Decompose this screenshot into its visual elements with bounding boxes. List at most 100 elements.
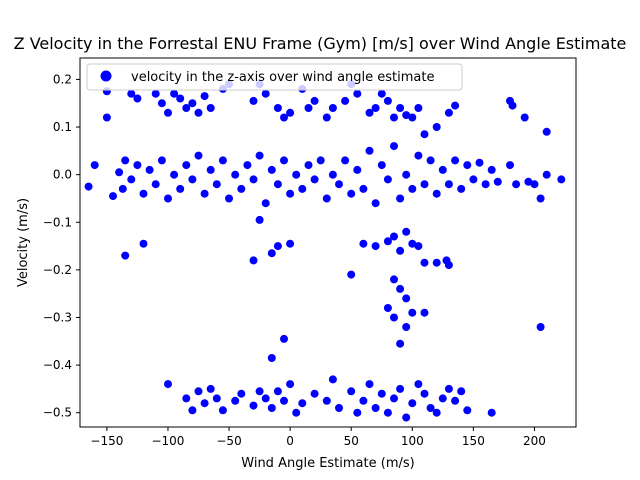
data-point	[261, 199, 270, 208]
data-point	[335, 180, 343, 189]
data-point	[377, 161, 386, 170]
data-point	[170, 170, 179, 179]
data-point	[280, 396, 288, 405]
data-point	[84, 182, 93, 191]
data-point	[109, 192, 117, 201]
data-point	[469, 175, 478, 184]
data-point	[508, 101, 517, 110]
x-tick-label: 100	[401, 434, 424, 448]
data-point	[231, 396, 240, 405]
data-point	[157, 156, 166, 165]
data-point	[286, 108, 295, 117]
data-point	[273, 242, 282, 251]
data-point	[310, 96, 319, 105]
data-point	[212, 180, 221, 189]
x-axis: −150 −100 −50 0 50 100 150 200	[90, 427, 546, 448]
y-tick-label: −0.4	[43, 358, 72, 372]
data-point	[121, 251, 130, 260]
data-point	[359, 396, 368, 405]
data-point	[118, 184, 127, 193]
y-tick-label: −0.5	[43, 406, 72, 420]
data-point	[377, 389, 386, 398]
data-point	[420, 389, 429, 398]
data-point	[194, 387, 203, 396]
data-point	[365, 146, 374, 155]
y-tick-label: −0.3	[43, 310, 72, 324]
data-point	[487, 408, 496, 417]
data-point	[390, 313, 398, 322]
y-axis: −0.5 −0.4 −0.3 −0.2 −0.1 0.0 0.1 0.2	[43, 72, 80, 420]
data-point	[170, 89, 179, 98]
data-point	[341, 96, 350, 105]
y-axis-label: Velocity (m/s)	[16, 198, 31, 287]
data-point	[225, 194, 233, 203]
data-point	[249, 175, 258, 184]
data-point	[255, 151, 264, 160]
x-tick-label: −150	[90, 434, 123, 448]
data-point	[194, 108, 203, 117]
data-point	[390, 113, 398, 122]
data-point	[182, 394, 191, 403]
x-tick-label: 150	[462, 434, 485, 448]
data-point	[212, 394, 221, 403]
data-point	[457, 387, 466, 396]
data-point	[157, 99, 166, 108]
data-point	[432, 123, 441, 131]
data-point	[322, 396, 331, 405]
data-point	[188, 406, 197, 415]
data-point	[414, 380, 423, 389]
data-point	[90, 161, 99, 170]
data-point	[261, 89, 270, 98]
x-axis-label: Wind Angle Estimate (m/s)	[241, 456, 414, 471]
data-point	[298, 399, 307, 408]
data-point	[408, 399, 417, 408]
data-point	[200, 399, 209, 408]
data-point	[182, 161, 191, 170]
data-point	[182, 104, 191, 112]
data-point	[396, 104, 405, 112]
data-point	[420, 258, 429, 267]
data-point	[292, 408, 301, 417]
data-point	[371, 242, 380, 251]
data-point	[463, 406, 472, 415]
data-point	[322, 113, 331, 122]
data-point	[383, 408, 392, 417]
data-point	[444, 384, 453, 393]
data-point	[353, 89, 362, 98]
data-point	[414, 151, 423, 160]
data-point	[530, 180, 539, 189]
data-point	[420, 130, 429, 139]
data-point	[371, 404, 380, 412]
data-point	[408, 308, 417, 317]
data-point	[347, 189, 356, 198]
data-point	[383, 175, 392, 184]
data-point	[493, 177, 502, 186]
data-point	[249, 256, 258, 265]
data-point	[164, 108, 172, 117]
data-point	[286, 380, 295, 389]
data-point	[316, 156, 325, 165]
y-tick-label: −0.2	[43, 263, 72, 277]
data-point	[347, 270, 356, 279]
data-point	[359, 239, 368, 248]
plot-frame	[79, 57, 577, 428]
data-point	[408, 113, 417, 122]
data-point	[194, 151, 203, 160]
data-point	[231, 170, 240, 179]
data-point	[390, 394, 398, 403]
data-point	[218, 406, 227, 415]
data-point	[542, 170, 551, 179]
data-point	[249, 401, 258, 410]
data-point	[200, 92, 209, 101]
data-point	[396, 339, 405, 348]
data-point	[390, 232, 398, 241]
data-point	[536, 194, 545, 203]
data-point	[267, 404, 276, 412]
data-point	[280, 156, 288, 165]
data-point	[353, 165, 362, 174]
data-point	[402, 323, 411, 331]
data-point	[426, 156, 435, 165]
data-point	[328, 375, 337, 384]
data-point	[402, 170, 411, 179]
data-point	[151, 89, 160, 98]
